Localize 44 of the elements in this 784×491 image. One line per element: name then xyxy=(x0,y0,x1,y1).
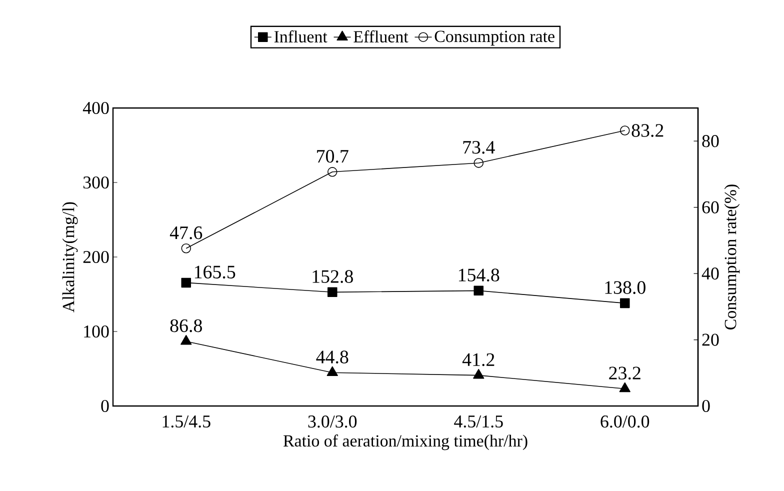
legend-label: Consumption rate xyxy=(434,30,554,46)
legend-label: Influent xyxy=(274,30,328,42)
y2-axis-title: Consumption rate(%) xyxy=(724,184,740,330)
y-tick-label: 300 xyxy=(83,176,109,189)
x-tick-label: 6.0/0.0 xyxy=(600,416,650,428)
data-label: 70.7 xyxy=(317,150,348,163)
data-label: 41.2 xyxy=(462,353,494,366)
data-label: 86.8 xyxy=(170,319,202,332)
y-tick-label: 0 xyxy=(101,400,109,412)
y-tick-label: 200 xyxy=(83,250,109,264)
point xyxy=(181,278,192,288)
data-label: 138.0 xyxy=(605,281,646,294)
y2-tick-label: 60 xyxy=(702,201,719,214)
y-tick-label: 400 xyxy=(82,102,109,114)
data-label: 165.5 xyxy=(194,266,236,279)
point xyxy=(327,167,338,177)
point xyxy=(474,286,484,296)
y2-tick-label: 0 xyxy=(702,400,710,412)
point xyxy=(181,244,192,254)
data-label: 83.2 xyxy=(632,124,664,137)
x-axis-title: Ratio of aeration/mixing time(hr/hr) xyxy=(283,434,528,450)
data-label: 73.4 xyxy=(463,140,495,154)
data-label: 154.8 xyxy=(458,268,500,282)
point xyxy=(326,366,338,376)
y2-tick-label: 80 xyxy=(702,135,719,148)
y2-tick-label: 20 xyxy=(702,334,719,346)
point xyxy=(620,126,630,136)
y-axis-title: Alkalinity(mg/l) xyxy=(62,202,78,312)
x-tick-label: 1.5/4.5 xyxy=(162,415,210,428)
point xyxy=(619,382,630,392)
x-tick-label: 3.0/3.0 xyxy=(308,416,357,428)
data-label: 44.8 xyxy=(316,350,348,364)
point xyxy=(180,334,192,345)
data-label: 152.8 xyxy=(312,270,353,283)
point xyxy=(327,287,338,298)
data-label: 23.2 xyxy=(609,366,640,380)
x-tick-label: 4.5/1.5 xyxy=(454,415,503,428)
y-tick-label: 100 xyxy=(84,325,109,338)
point xyxy=(474,158,484,168)
y2-tick-label: 40 xyxy=(702,268,719,280)
data-label: 47.6 xyxy=(170,226,202,240)
legend-label: Effluent xyxy=(354,30,408,42)
point xyxy=(473,368,484,379)
point xyxy=(620,298,630,308)
